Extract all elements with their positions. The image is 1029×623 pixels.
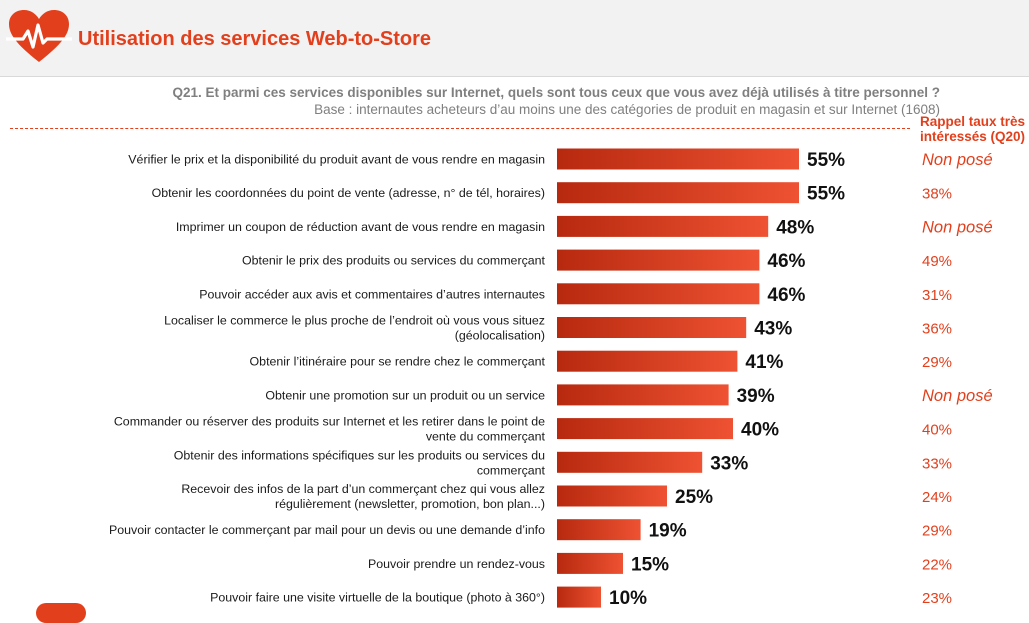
value-label: 46% [767, 251, 805, 272]
value-label: 25% [675, 487, 713, 508]
value-label: 19% [649, 521, 687, 542]
category-label-line: Obtenir une promotion sur un produit ou … [265, 388, 545, 402]
category-label: Commander ou réserver des produits sur I… [114, 415, 546, 444]
value-label: 43% [754, 319, 792, 340]
value-label: 55% [807, 150, 845, 171]
bar [557, 283, 760, 305]
category-label: Imprimer un coupon de réduction avant de… [176, 220, 545, 234]
bar [557, 350, 738, 372]
heart-pulse-icon [6, 10, 72, 62]
category-label: Obtenir l’itinéraire pour se rendre chez… [250, 355, 546, 369]
category-label: Obtenir les coordonnées du point de vent… [152, 186, 545, 200]
category-label-line: Commander ou réserver des produits sur I… [114, 415, 545, 429]
category-label: Pouvoir contacter le commerçant par mail… [109, 523, 545, 537]
rappel-value: Non posé [922, 218, 993, 236]
value-label: 46% [767, 285, 805, 306]
category-label-line: Localiser le commerce le plus proche de … [164, 314, 545, 328]
bar [557, 418, 733, 440]
rappel-header-line1: Rappel taux très [920, 114, 1026, 129]
rappel-value: 38% [922, 186, 952, 203]
category-label-line: vente du commerçant [426, 430, 546, 444]
value-label: 15% [631, 554, 669, 575]
question-text: Q21. Et parmi ces services disponibles s… [172, 85, 940, 100]
category-label: Pouvoir prendre un rendez-vous [368, 557, 545, 571]
category-label: Localiser le commerce le plus proche de … [164, 314, 545, 343]
rappel-value: 22% [922, 556, 952, 573]
category-label-line: Obtenir le prix des produits ou services… [242, 254, 546, 268]
rappel-value: 31% [922, 287, 952, 304]
bar [557, 317, 747, 338]
category-label-line: Vérifier le prix et la disponibilité du … [128, 153, 545, 167]
category-label-line: Obtenir des informations spécifiques sur… [174, 448, 545, 462]
category-label-line: Obtenir l’itinéraire pour se rendre chez… [250, 355, 546, 369]
rappel-value: 33% [922, 455, 952, 472]
bar [557, 249, 760, 271]
bar [557, 586, 601, 608]
rappel-value: 23% [922, 590, 952, 607]
rappel-value: 29% [922, 523, 952, 540]
rappel-value: Non posé [922, 151, 993, 169]
header-bar: Utilisation des services Web-to-Store [0, 0, 1029, 77]
value-label: 33% [710, 453, 748, 474]
category-label: Obtenir des informations spécifiques sur… [174, 448, 546, 477]
rappel-value: Non posé [922, 387, 993, 405]
value-label: 40% [741, 420, 779, 441]
category-label-line: Imprimer un coupon de réduction avant de… [176, 220, 545, 234]
rappel-value: 29% [922, 354, 952, 371]
value-label: 55% [807, 184, 845, 205]
rappel-header: Rappel taux très intéressés (Q20) [920, 114, 1029, 144]
bar [557, 552, 623, 574]
value-label: 48% [776, 217, 814, 238]
category-label-line: Pouvoir faire une visite virtuelle de la… [210, 591, 545, 605]
bar [557, 485, 667, 507]
corner-decoration [36, 603, 86, 623]
bar [557, 182, 799, 204]
category-label: Obtenir le prix des produits ou services… [242, 254, 546, 268]
bar [557, 519, 641, 541]
category-label: Obtenir une promotion sur un produit ou … [265, 388, 545, 402]
page-title: Utilisation des services Web-to-Store [78, 28, 432, 50]
value-label: 41% [745, 352, 783, 373]
category-label-line: Recevoir des infos de la part d’un comme… [181, 482, 545, 496]
category-label: Recevoir des infos de la part d’un comme… [181, 482, 545, 511]
category-label: Vérifier le prix et la disponibilité du … [128, 153, 545, 167]
category-label: Pouvoir accéder aux avis et commentaires… [199, 287, 545, 301]
category-label-line: commerçant [477, 463, 546, 477]
bar [557, 148, 799, 170]
category-label-line: Obtenir les coordonnées du point de vent… [152, 186, 545, 200]
dashed-divider [10, 128, 910, 129]
bar [557, 451, 703, 473]
bar [557, 215, 769, 237]
category-label-line: (géolocalisation) [455, 329, 545, 343]
rappel-value: 49% [922, 253, 952, 270]
rappel-value: 24% [922, 489, 952, 506]
rappel-header-line2: intéressés (Q20) [920, 129, 1026, 144]
category-label-line: Pouvoir prendre un rendez-vous [368, 557, 545, 571]
bar [557, 384, 729, 406]
category-label-line: Pouvoir accéder aux avis et commentaires… [199, 287, 545, 301]
category-label-line: Pouvoir contacter le commerçant par mail… [109, 523, 545, 537]
base-text: Base : internautes acheteurs d’au moins … [314, 102, 940, 117]
value-label: 10% [609, 588, 647, 609]
value-label: 39% [737, 386, 775, 407]
category-label: Pouvoir faire une visite virtuelle de la… [210, 591, 545, 605]
rappel-value: 40% [922, 422, 952, 439]
category-label-line: régulièrement (newsletter, promotion, bo… [275, 497, 545, 511]
rappel-value: 36% [922, 321, 952, 338]
